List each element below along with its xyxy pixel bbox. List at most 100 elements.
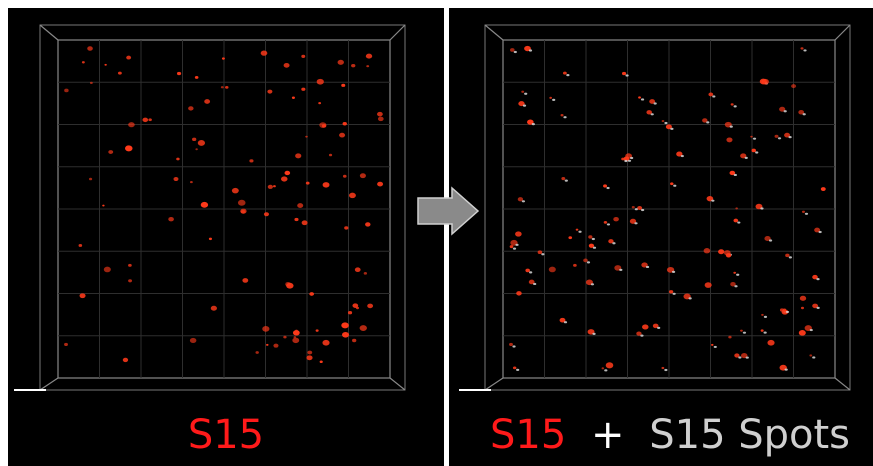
gray-spot bbox=[578, 231, 581, 233]
red-spot bbox=[549, 267, 556, 273]
gray-spot bbox=[816, 278, 819, 280]
red-spot bbox=[102, 205, 104, 207]
red-spot bbox=[718, 249, 724, 254]
page: S15 S15 + S15 Spots (() => { const data … bbox=[0, 0, 873, 466]
right-panel bbox=[449, 8, 873, 466]
red-spot bbox=[365, 222, 370, 226]
gray-spot bbox=[619, 269, 622, 271]
red-spot bbox=[761, 314, 764, 316]
red-spot bbox=[549, 97, 552, 99]
gray-spot bbox=[532, 123, 535, 125]
gray-spot bbox=[524, 93, 527, 95]
red-spot bbox=[281, 176, 288, 181]
gray-spot bbox=[712, 95, 715, 97]
red-spot bbox=[89, 178, 92, 181]
gray-spot bbox=[664, 122, 667, 124]
gray-spot bbox=[563, 116, 566, 118]
red-spot bbox=[305, 136, 307, 138]
gray-spot bbox=[769, 239, 772, 241]
gray-spot bbox=[760, 207, 763, 209]
red-spot bbox=[670, 182, 673, 185]
red-spot bbox=[349, 193, 356, 199]
red-spot bbox=[344, 226, 348, 229]
red-spot bbox=[583, 259, 588, 263]
red-spot bbox=[588, 235, 592, 238]
gray-spot bbox=[513, 248, 516, 250]
red-spot bbox=[761, 329, 764, 331]
gray-spot bbox=[640, 335, 643, 337]
red-spot bbox=[785, 254, 789, 258]
red-spot bbox=[204, 99, 210, 104]
red-spot bbox=[301, 55, 305, 58]
red-spot bbox=[563, 72, 567, 75]
gray-spot bbox=[803, 113, 806, 115]
red-spot bbox=[513, 366, 516, 369]
gray-spot bbox=[664, 369, 667, 371]
label-part: S15 bbox=[490, 412, 566, 458]
gray-spot bbox=[738, 356, 741, 358]
red-spot bbox=[750, 136, 752, 138]
red-spot bbox=[621, 158, 624, 161]
gray-spot bbox=[764, 316, 767, 318]
red-spot bbox=[364, 272, 367, 275]
red-spot bbox=[176, 158, 179, 161]
gray-spot bbox=[566, 74, 569, 76]
red-spot bbox=[352, 339, 356, 342]
gray-spot bbox=[711, 200, 714, 202]
red-spot bbox=[125, 145, 133, 151]
gray-spot bbox=[533, 283, 536, 285]
red-spot bbox=[317, 79, 324, 85]
red-spot bbox=[606, 362, 614, 368]
gray-spot bbox=[810, 329, 813, 331]
red-spot bbox=[604, 221, 607, 224]
red-spot bbox=[767, 340, 774, 346]
gray-spot bbox=[634, 222, 637, 224]
red-spot bbox=[90, 82, 93, 84]
gray-spot bbox=[516, 369, 519, 371]
red-spot bbox=[791, 84, 796, 88]
gray-spot bbox=[657, 327, 660, 329]
red-spot bbox=[576, 229, 579, 231]
red-spot bbox=[294, 218, 298, 221]
gray-spot bbox=[706, 121, 709, 123]
red-spot bbox=[123, 358, 128, 362]
red-spot bbox=[366, 65, 369, 67]
red-spot bbox=[177, 72, 181, 75]
red-spot bbox=[318, 102, 321, 104]
gray-spot bbox=[737, 221, 740, 223]
gray-spot bbox=[755, 151, 758, 153]
red-spot bbox=[309, 292, 314, 296]
red-spot bbox=[366, 54, 372, 59]
red-spot bbox=[192, 138, 196, 141]
red-spot bbox=[731, 103, 734, 105]
red-spot bbox=[64, 343, 68, 346]
red-spot bbox=[104, 64, 106, 66]
gray-spot bbox=[672, 271, 675, 273]
gray-spot bbox=[591, 283, 594, 285]
gray-spot bbox=[805, 213, 808, 215]
red-spot bbox=[661, 367, 664, 369]
red-spot bbox=[292, 338, 299, 343]
red-spot bbox=[264, 212, 269, 216]
gray-spot bbox=[624, 160, 627, 162]
red-spot bbox=[783, 309, 786, 312]
red-spot bbox=[128, 264, 132, 267]
red-spot bbox=[195, 76, 199, 79]
gray-spot bbox=[784, 110, 787, 112]
red-spot bbox=[351, 64, 355, 67]
red-spot bbox=[222, 57, 225, 59]
red-spot bbox=[329, 154, 332, 157]
red-spot bbox=[733, 219, 738, 223]
red-spot bbox=[622, 72, 626, 75]
gray-spot bbox=[786, 311, 789, 313]
gray-spot bbox=[789, 256, 792, 258]
red-spot bbox=[740, 330, 743, 332]
red-spot bbox=[240, 209, 246, 214]
red-spot bbox=[306, 355, 312, 360]
gray-spot bbox=[529, 49, 532, 51]
red-spot bbox=[733, 272, 736, 274]
gray-spot bbox=[593, 247, 596, 249]
red-spot bbox=[669, 290, 673, 293]
red-spot bbox=[201, 202, 208, 208]
gray-spot bbox=[803, 49, 806, 51]
